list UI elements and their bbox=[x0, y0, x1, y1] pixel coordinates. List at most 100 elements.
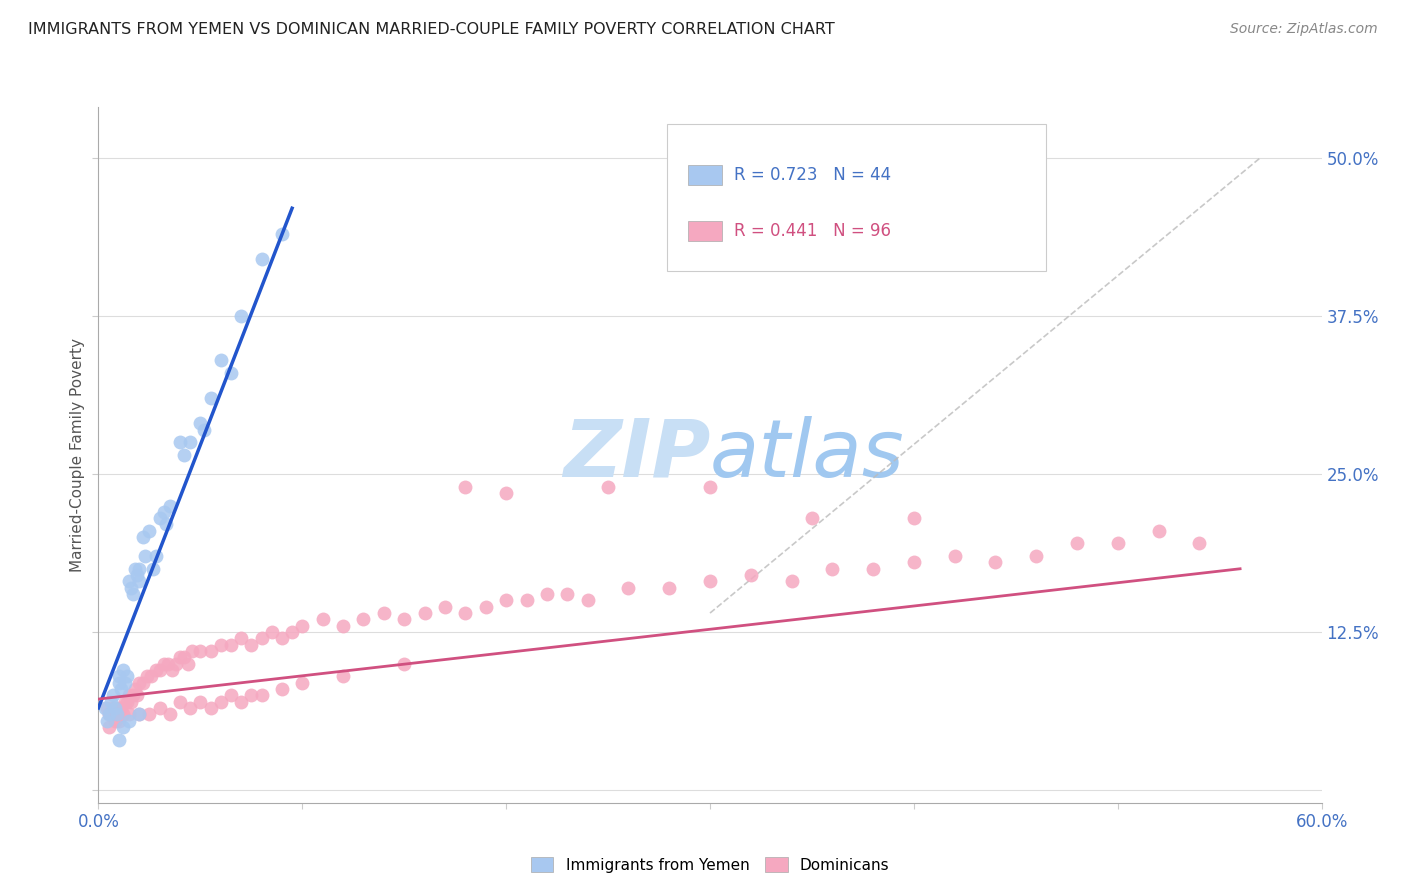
Point bbox=[181, 644, 204, 658]
Point bbox=[128, 574, 150, 589]
Y-axis label: Married-Couple Family Poverty: Married-Couple Family Poverty bbox=[69, 338, 84, 572]
Point bbox=[193, 423, 215, 437]
Point bbox=[188, 644, 212, 658]
Point bbox=[108, 675, 131, 690]
Point bbox=[240, 638, 263, 652]
Point bbox=[114, 675, 136, 690]
Point bbox=[138, 524, 160, 538]
Point bbox=[495, 486, 517, 500]
Point bbox=[557, 587, 579, 601]
Point bbox=[392, 612, 416, 626]
Point bbox=[392, 657, 416, 671]
Point bbox=[141, 669, 163, 683]
Point bbox=[219, 688, 242, 702]
Point bbox=[536, 587, 558, 601]
Point bbox=[149, 511, 172, 525]
Point bbox=[821, 562, 844, 576]
Point bbox=[104, 714, 127, 728]
Point bbox=[104, 701, 127, 715]
Point bbox=[142, 562, 165, 576]
Point bbox=[617, 581, 640, 595]
Point bbox=[110, 681, 132, 696]
Point bbox=[219, 638, 242, 652]
Point bbox=[250, 688, 273, 702]
Point bbox=[149, 701, 172, 715]
Point bbox=[134, 549, 156, 563]
Point bbox=[188, 417, 212, 431]
Point bbox=[132, 530, 155, 544]
Legend: Immigrants from Yemen, Dominicans: Immigrants from Yemen, Dominicans bbox=[524, 850, 896, 879]
Point bbox=[219, 366, 242, 380]
Point bbox=[1066, 536, 1088, 550]
Point bbox=[862, 562, 884, 576]
Point bbox=[108, 701, 131, 715]
Point bbox=[138, 707, 160, 722]
Point bbox=[231, 632, 253, 646]
Point bbox=[576, 593, 599, 607]
Point bbox=[240, 688, 263, 702]
Point bbox=[179, 701, 201, 715]
Point bbox=[250, 632, 273, 646]
Point bbox=[145, 549, 167, 563]
Point bbox=[231, 695, 253, 709]
Point bbox=[516, 593, 538, 607]
Point bbox=[1025, 549, 1047, 563]
Point bbox=[115, 695, 138, 709]
Point bbox=[699, 574, 721, 589]
Point bbox=[332, 669, 354, 683]
Point bbox=[159, 707, 181, 722]
Point bbox=[160, 663, 183, 677]
Text: IMMIGRANTS FROM YEMEN VS DOMINICAN MARRIED-COUPLE FAMILY POVERTY CORRELATION CHA: IMMIGRANTS FROM YEMEN VS DOMINICAN MARRI… bbox=[28, 22, 835, 37]
Point bbox=[903, 556, 925, 570]
Point bbox=[169, 435, 191, 450]
Point bbox=[108, 669, 131, 683]
Point bbox=[111, 707, 134, 722]
Point bbox=[454, 479, 477, 493]
Point bbox=[200, 644, 222, 658]
Point bbox=[598, 479, 620, 493]
Point bbox=[200, 701, 222, 715]
Point bbox=[118, 574, 141, 589]
Point bbox=[155, 517, 177, 532]
Point bbox=[127, 568, 149, 582]
Point bbox=[188, 695, 212, 709]
Point bbox=[101, 701, 124, 715]
Point bbox=[124, 562, 146, 576]
Text: R = 0.723   N = 44: R = 0.723 N = 44 bbox=[734, 166, 891, 185]
FancyBboxPatch shape bbox=[688, 166, 723, 185]
Point bbox=[413, 606, 436, 620]
Point bbox=[105, 707, 128, 722]
Point bbox=[101, 688, 124, 702]
Text: R = 0.441   N = 96: R = 0.441 N = 96 bbox=[734, 222, 891, 240]
Point bbox=[118, 707, 141, 722]
Point bbox=[108, 714, 131, 728]
Point bbox=[118, 688, 141, 702]
Text: atlas: atlas bbox=[710, 416, 905, 494]
Point bbox=[136, 669, 159, 683]
Point bbox=[699, 479, 721, 493]
Point bbox=[740, 568, 762, 582]
Point bbox=[231, 309, 253, 323]
Point bbox=[270, 632, 294, 646]
Point bbox=[454, 606, 477, 620]
Point bbox=[270, 681, 294, 696]
Point bbox=[209, 695, 232, 709]
Point bbox=[260, 625, 283, 640]
Point bbox=[149, 663, 172, 677]
Point bbox=[118, 714, 141, 728]
Point bbox=[169, 695, 191, 709]
Point bbox=[984, 556, 1007, 570]
FancyBboxPatch shape bbox=[668, 124, 1046, 270]
Point bbox=[111, 720, 134, 734]
Point bbox=[97, 707, 120, 722]
Point bbox=[122, 688, 145, 702]
Point bbox=[108, 732, 131, 747]
Point bbox=[801, 511, 824, 525]
Point bbox=[96, 714, 118, 728]
Point bbox=[97, 720, 120, 734]
Point bbox=[250, 252, 273, 266]
Point bbox=[114, 695, 136, 709]
FancyBboxPatch shape bbox=[688, 221, 723, 241]
Text: ZIP: ZIP bbox=[562, 416, 710, 494]
Point bbox=[291, 675, 314, 690]
